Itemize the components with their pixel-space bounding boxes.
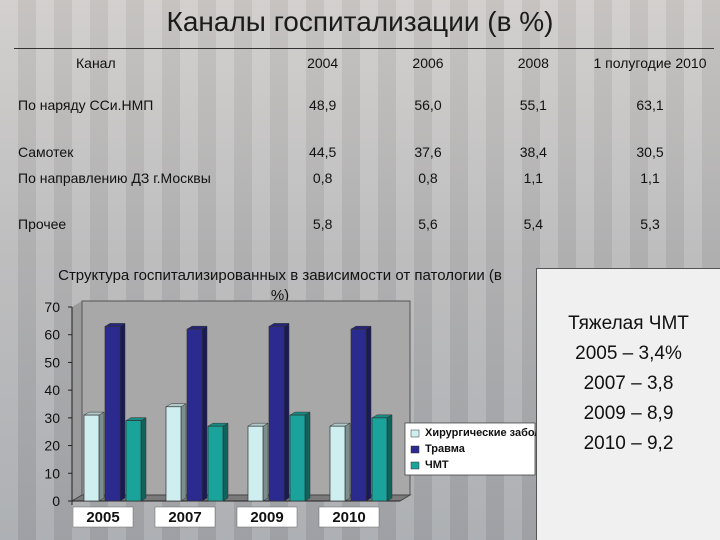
row-label: Прочее <box>18 215 67 232</box>
x-tick-label: 2007 <box>168 509 201 526</box>
legend-label: Травма <box>425 443 466 455</box>
row-label: По наряду ССи.НМП <box>18 96 154 113</box>
legend-swatch <box>410 445 420 454</box>
bar-side <box>180 403 187 502</box>
column-header-2008: 2008 <box>480 48 586 95</box>
x-tick-box <box>72 506 134 528</box>
chart-title: Структура госпитализированных в зависимо… <box>58 267 502 304</box>
bar <box>186 328 203 502</box>
page-title: Каналы госпитализации (в %) <box>166 6 554 37</box>
bar <box>125 420 142 502</box>
bar-side <box>222 422 229 502</box>
callout-line: 2010 – 9,2 <box>583 433 674 454</box>
table-cell: 0,8 <box>418 169 438 186</box>
legend-label: Хирургические заболевания <box>425 427 540 439</box>
chart-side-wall <box>72 301 82 501</box>
table-cell: 1,1 <box>640 169 660 186</box>
legend-box <box>404 422 536 476</box>
table-cell: 0,8 <box>312 169 333 186</box>
bar-side <box>386 414 393 502</box>
x-tick-box <box>236 506 298 528</box>
callout-line: 2005 – 3,4% <box>575 343 682 364</box>
bar-side <box>201 325 208 502</box>
x-tick-box <box>154 506 216 528</box>
y-tick-label: 70 <box>44 299 60 315</box>
table-cell: 37,6 <box>414 143 442 160</box>
bar <box>329 425 346 502</box>
y-tick-label: 10 <box>44 465 60 481</box>
table-cell: 5,6 <box>418 215 438 232</box>
bar <box>83 414 100 502</box>
bar <box>165 406 182 502</box>
legend-label: ЧМТ <box>425 459 449 471</box>
y-tick-label: 0 <box>52 493 60 509</box>
table-cell: 48,9 <box>309 96 337 113</box>
hospitalization-table: Канал 2004 2006 2008 1 полугодие 2010 По… <box>14 48 714 240</box>
y-tick-label: 30 <box>44 410 60 426</box>
bar-side <box>365 325 372 502</box>
table-cell: 5,4 <box>523 215 544 232</box>
y-tick-label: 40 <box>44 382 60 398</box>
table-row: По направлению ДЗ г.Москвы 0,8 0,8 1,1 1… <box>14 168 714 214</box>
severe-tbi-callout: Тяжелая ЧМТ 2005 – 3,4% 2007 – 3,8 2009 … <box>536 268 720 540</box>
bar-side <box>304 411 311 502</box>
table-row: Самотек 44,5 37,6 38,4 30,5 <box>14 142 714 168</box>
table-cell: 5,8 <box>312 215 333 232</box>
bar <box>207 425 224 502</box>
y-tick-label: 60 <box>44 327 60 343</box>
x-tick-label: 2010 <box>332 509 365 526</box>
callout-line: Тяжелая ЧМТ <box>568 313 689 334</box>
row-label: Самотек <box>18 143 74 160</box>
bar-side <box>119 322 126 502</box>
x-tick-label: 2005 <box>86 509 119 526</box>
bar <box>104 326 121 502</box>
table-row: Прочее 5,8 5,6 5,4 5,3 <box>14 214 714 240</box>
bar-side <box>262 422 269 502</box>
column-header-2004: 2004 <box>270 48 376 95</box>
table-cell: 1,1 <box>523 169 544 186</box>
column-header-channel: Канал <box>14 48 270 95</box>
x-tick-label: 2009 <box>250 509 283 526</box>
table-cell: 55,1 <box>519 96 547 113</box>
bar <box>350 328 367 502</box>
bar-side <box>140 417 147 502</box>
table-cell: 38,4 <box>519 143 547 160</box>
callout-line: 2009 – 8,9 <box>583 403 674 424</box>
table-cell: 63,1 <box>636 96 664 113</box>
table-cell: 5,3 <box>640 215 660 232</box>
callout-line: 2007 – 3,8 <box>583 373 674 394</box>
legend-swatch <box>410 461 420 470</box>
table-cell: 44,5 <box>309 143 337 160</box>
bar <box>371 417 388 502</box>
bar-side <box>344 422 351 502</box>
y-tick-label: 50 <box>44 354 60 370</box>
bar-chart: 0 10 20 30 40 50 60 70 2005 2007 2009 2010 Хирургиче… <box>44 299 540 528</box>
bar <box>247 425 264 502</box>
row-label: По направлению ДЗ г.Москвы <box>18 169 211 186</box>
bar <box>289 414 306 502</box>
column-header-2010-half: 1 полугодие 2010 <box>586 48 714 95</box>
table-cell: 30,5 <box>636 143 664 160</box>
table-header-row: Канал 2004 2006 2008 1 полугодие 2010 <box>14 48 714 95</box>
bar-side <box>98 411 105 502</box>
bar-side <box>283 322 290 502</box>
column-header-2006: 2006 <box>375 48 481 95</box>
x-tick-box <box>318 506 380 528</box>
bar <box>268 326 285 502</box>
legend-swatch <box>410 429 420 438</box>
table-cell: 56,0 <box>414 96 442 113</box>
y-tick-label: 20 <box>44 438 60 454</box>
table-row: По наряду ССи.НМП 48,9 56,0 55,1 63,1 <box>14 95 714 142</box>
